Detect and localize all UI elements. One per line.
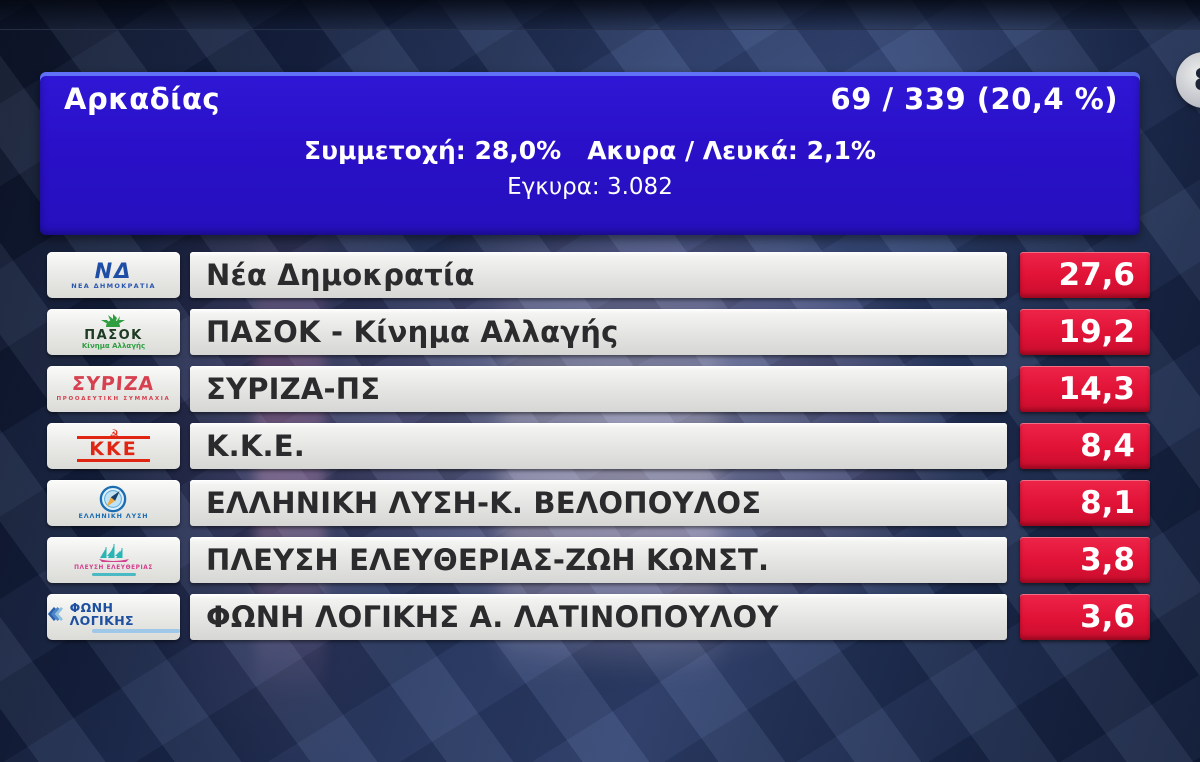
- nd-logo: ΝΔ ΝΕΑ ΔΗΜΟΚΡΑΤΙΑ: [47, 252, 180, 298]
- party-row-nd: ΝΔ ΝΕΑ ΔΗΜΟΚΡΑΤΙΑ Νέα Δημοκρατία 27,6: [47, 252, 1150, 298]
- party-name-bar: ΣΥΡΙΖΑ-ΠΣ: [190, 366, 1007, 412]
- party-name: ΦΩΝΗ ΛΟΓΙΚΗΣ Α. ΛΑΤΙΝΟΠΟΥΛΟΥ: [206, 600, 779, 634]
- party-percent-box: 8,1: [1020, 480, 1150, 526]
- chevron-diamond-icon: [47, 606, 63, 622]
- party-row-kke: ☭ ΚΚΕ Κ.Κ.Ε. 8,4: [47, 423, 1150, 469]
- sailing-ship-icon: [98, 543, 129, 562]
- party-percent: 3,6: [1080, 599, 1135, 635]
- compass-icon: [100, 485, 127, 513]
- party-name-bar: ΠΑΣΟΚ - Κίνημα Αλλαγής: [190, 309, 1007, 355]
- nd-logo-mark: ΝΔ: [94, 259, 133, 284]
- plefsi-caption: ΠΛΕΥΣΗ ΕΛΕΥΘΕΡΙΑΣ: [74, 564, 153, 571]
- party-name-bar: ΕΛΛΗΝΙΚΗ ΛΥΣΗ-Κ. ΒΕΛΟΠΟΥΛΟΣ: [190, 480, 1007, 526]
- results-header-panel: Αρκαδίας 69 / 339 (20,4 %) Συμμετοχή: 28…: [40, 72, 1140, 235]
- party-percent: 19,2: [1058, 314, 1136, 350]
- foni-logo-mark: ΦΩΝΗ ΛΟΓΙΚΗΣ: [69, 599, 134, 628]
- party-row-plefsi: ΠΛΕΥΣΗ ΕΛΕΥΘΕΡΙΑΣ ΠΛΕΥΣΗ ΕΛΕΥΘΕΡΙΑΣ-ΖΩΗ …: [47, 537, 1150, 583]
- foni-logikis-logo: ΦΩΝΗ ΛΟΓΙΚΗΣ: [47, 594, 180, 640]
- top-dark-band: [0, 0, 1200, 30]
- party-name-bar: Νέα Δημοκρατία: [190, 252, 1007, 298]
- party-row-pasok: ΠΑΣΟΚ Κίνημα Αλλαγής ΠΑΣΟΚ - Κίνημα Αλλα…: [47, 309, 1150, 355]
- party-name: Νέα Δημοκρατία: [206, 258, 475, 292]
- kke-logo: ☭ ΚΚΕ: [47, 423, 180, 469]
- pasok-logo: ΠΑΣΟΚ Κίνημα Αλλαγής: [47, 309, 180, 355]
- pasok-sun-icon: [101, 313, 126, 327]
- channel-bug: 8: [1176, 52, 1200, 108]
- nd-logo-caption: ΝΕΑ ΔΗΜΟΚΡΑΤΙΑ: [71, 282, 156, 291]
- party-name: ΠΛΕΥΣΗ ΕΛΕΥΘΕΡΙΑΣ-ΖΩΗ ΚΩΝΣΤ.: [206, 543, 770, 577]
- valid-votes-line: Εγκυρα: 3.082: [507, 174, 673, 200]
- party-row-foni-logikis: ΦΩΝΗ ΛΟΓΙΚΗΣ ΦΩΝΗ ΛΟΓΙΚΗΣ Α. ΛΑΤΙΝΟΠΟΥΛΟ…: [47, 594, 1150, 640]
- party-percent-box: 3,6: [1020, 594, 1150, 640]
- party-row-elliniki-lysi: ΕΛΛΗΝΙΚΗ ΛΥΣΗ ΕΛΛΗΝΙΚΗ ΛΥΣΗ-Κ. ΒΕΛΟΠΟΥΛΟ…: [47, 480, 1150, 526]
- foni-subline-bar: [92, 629, 180, 634]
- party-name-bar: Κ.Κ.Ε.: [190, 423, 1007, 469]
- party-percent-box: 8,4: [1020, 423, 1150, 469]
- participation-line: Συμμετοχή: 28,0% Ακυρα / Λευκά: 2,1%: [40, 136, 1140, 165]
- party-percent-box: 14,3: [1020, 366, 1150, 412]
- participation-value: Συμμετοχή: 28,0%: [304, 136, 562, 165]
- plefsi-logo: ΠΛΕΥΣΗ ΕΛΕΥΘΕΡΙΑΣ: [47, 537, 180, 583]
- party-name: ΣΥΡΙΖΑ-ΠΣ: [206, 372, 381, 406]
- precincts-counted: 69 / 339 (20,4 %): [830, 82, 1118, 116]
- region-title: Αρκαδίας: [64, 82, 221, 116]
- pasok-logo-caption: Κίνημα Αλλαγής: [81, 342, 146, 351]
- elliniki-lysi-caption: ΕΛΛΗΝΙΚΗ ΛΥΣΗ: [78, 513, 149, 521]
- party-percent-box: 27,6: [1020, 252, 1150, 298]
- plefsi-subline-bar: [91, 573, 136, 577]
- elliniki-lysi-logo: ΕΛΛΗΝΙΚΗ ΛΥΣΗ: [47, 480, 180, 526]
- party-results-list: ΝΔ ΝΕΑ ΔΗΜΟΚΡΑΤΙΑ Νέα Δημοκρατία 27,6: [47, 252, 1150, 651]
- invalid-blank-value: Ακυρα / Λευκά: 2,1%: [587, 136, 876, 165]
- party-name-bar: ΦΩΝΗ ΛΟΓΙΚΗΣ Α. ΛΑΤΙΝΟΠΟΥΛΟΥ: [190, 594, 1007, 640]
- party-percent: 27,6: [1058, 257, 1136, 293]
- party-percent-box: 3,8: [1020, 537, 1150, 583]
- party-percent: 3,8: [1080, 542, 1135, 578]
- pasok-logo-mark: ΠΑΣΟΚ: [84, 327, 143, 343]
- kke-logo-mark: ΚΚΕ: [89, 438, 138, 460]
- syriza-logo: ΣΥΡΙΖΑ ΠΡΟΟΔΕΥΤΙΚΗ ΣΥΜΜΑΧΙΑ: [47, 366, 180, 412]
- party-name-bar: ΠΛΕΥΣΗ ΕΛΕΥΘΕΡΙΑΣ-ΖΩΗ ΚΩΝΣΤ.: [190, 537, 1007, 583]
- party-percent: 8,4: [1080, 428, 1135, 464]
- party-percent: 14,3: [1058, 371, 1136, 407]
- footer: ΕΛΛΗΝΙΚΗ ΔΗΜΟΚΡΑΤΙΑ Υπουργείο Εσωτερικών…: [0, 662, 1200, 762]
- channel-bug-glyph: 8: [1194, 63, 1200, 98]
- syriza-logo-mark: ΣΥΡΙΖΑ: [71, 373, 156, 396]
- party-row-syriza: ΣΥΡΙΖΑ ΠΡΟΟΔΕΥΤΙΚΗ ΣΥΜΜΑΧΙΑ ΣΥΡΙΖΑ-ΠΣ 14…: [47, 366, 1150, 412]
- party-percent-box: 19,2: [1020, 309, 1150, 355]
- party-name: Κ.Κ.Ε.: [206, 429, 306, 463]
- party-percent: 8,1: [1080, 485, 1135, 521]
- party-name: ΠΑΣΟΚ - Κίνημα Αλλαγής: [206, 315, 619, 349]
- party-name: ΕΛΛΗΝΙΚΗ ΛΥΣΗ-Κ. ΒΕΛΟΠΟΥΛΟΣ: [206, 486, 762, 520]
- hammer-sickle-icon: ☭: [108, 427, 119, 441]
- syriza-logo-caption: ΠΡΟΟΔΕΥΤΙΚΗ ΣΥΜΜΑΧΙΑ: [56, 396, 171, 403]
